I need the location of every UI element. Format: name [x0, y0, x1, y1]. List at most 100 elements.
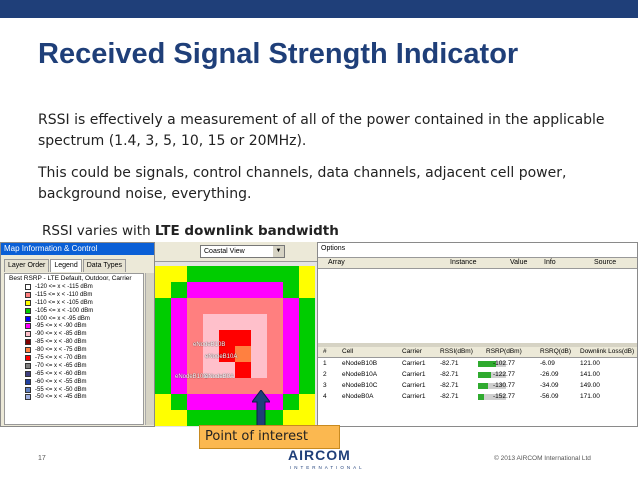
legend-label: -65 <= x < -60 dBm [35, 370, 87, 377]
legend-scrollbar[interactable] [145, 273, 154, 425]
coverage-map[interactable]: eNodeB10B eNodeB10A eNodeB10C eNodeB0A [155, 262, 317, 427]
column-value[interactable]: Value [510, 259, 528, 266]
cell-carrier: Carrier1 [402, 382, 426, 389]
column-rsrq[interactable]: RSRQ(dB) [540, 348, 572, 355]
legend-swatch [25, 323, 31, 330]
view-select[interactable]: Coastal View ▼ [200, 245, 285, 258]
coverage-cell [171, 282, 187, 298]
column-array[interactable]: Array [328, 259, 345, 266]
column-downlink-loss[interactable]: Downlink Loss(dB) [580, 348, 635, 355]
coverage-cell [203, 330, 219, 346]
cell-table-header: # Cell Carrier RSSI(dBm) RSRP(dBm) RSRQ(… [318, 347, 637, 358]
coverage-cell [219, 346, 235, 362]
cell-cell: eNodeB10C [342, 382, 378, 389]
cell-rssi: -82.71 [440, 371, 459, 378]
cell-num: 4 [323, 393, 327, 400]
coverage-cell [299, 314, 315, 330]
coverage-cell [155, 298, 171, 314]
site-label[interactable]: eNodeB10B [193, 342, 226, 348]
coverage-cell [203, 362, 219, 378]
coverage-cell [187, 298, 203, 314]
column-cell[interactable]: Cell [342, 348, 354, 355]
legend-label: -115 <= x < -110 dBm [35, 291, 93, 298]
paragraph-rssi-definition: RSSI is effectively a measurement of all… [38, 112, 605, 149]
legend-item: -60 <= x < -55 dBm [5, 378, 143, 386]
coverage-cell [299, 266, 315, 282]
coverage-cell [187, 346, 203, 362]
aircom-logo: AIRCOM [288, 447, 351, 463]
table-row[interactable]: 3 eNodeB10C Carrier1 -82.71 -34.09 149.00 -130… [318, 381, 637, 391]
table-row[interactable]: 1 eNodeB10B Carrier1 -82.71 -6.09 121.00 -102.… [318, 359, 637, 369]
legend-item: -105 <= x < -100 dBm [5, 307, 143, 315]
panel-divider[interactable] [318, 343, 637, 347]
cell-rssi: -82.71 [440, 393, 459, 400]
legend-swatch [25, 299, 31, 306]
legend-swatch [25, 339, 31, 346]
site-label[interactable]: eNodeB10C [175, 374, 208, 380]
legend-item: -55 <= x < -50 dBm [5, 386, 143, 394]
cell-carrier: Carrier1 [402, 360, 426, 367]
coverage-cell [203, 266, 219, 282]
cell-rsrp: -122.77 [493, 371, 516, 378]
column-rsrp[interactable]: RSRP(dBm) [486, 348, 522, 355]
legend-label: -110 <= x < -105 dBm [35, 299, 93, 306]
copyright: © 2013 AIRCOM International Ltd [494, 455, 591, 462]
coverage-cell [283, 266, 299, 282]
site-label[interactable]: eNodeB10A [205, 354, 238, 360]
legend-item: -90 <= x < -85 dBm [5, 330, 143, 338]
rsrp-bar-fill [478, 372, 491, 378]
paragraph-bandwidth: RSSI varies with LTE downlink bandwidth [42, 223, 339, 239]
coverage-cell [155, 330, 171, 346]
legend-swatch [25, 394, 31, 401]
coverage-cell [203, 394, 219, 410]
column-info[interactable]: Info [544, 259, 556, 266]
aircom-logo-subtitle: INTERNATIONAL [290, 465, 365, 470]
legend-label: -80 <= x < -75 dBm [35, 347, 87, 354]
column-instance[interactable]: Instance [450, 259, 477, 266]
tab-layer-order[interactable]: Layer Order [4, 259, 50, 272]
coverage-cell [283, 330, 299, 346]
coverage-cell [171, 362, 187, 378]
column-source[interactable]: Source [594, 259, 617, 266]
legend-label: -100 <= x < -95 dBm [35, 315, 90, 322]
chevron-down-icon[interactable]: ▼ [273, 246, 284, 257]
coverage-cell [155, 394, 171, 410]
coverage-cell [251, 282, 267, 298]
coverage-cell [171, 394, 187, 410]
rsrp-bar [478, 383, 506, 389]
point-of-interest-callout: Point of interest [199, 425, 340, 449]
coverage-cell [267, 410, 283, 426]
cell-cell: eNodeB0A [342, 393, 374, 400]
slide-title: Received Signal Strength Indicator [38, 38, 519, 70]
coverage-cell [203, 314, 219, 330]
legend-swatch [25, 331, 31, 338]
table-row[interactable]: 4 eNodeB0A Carrier1 -82.71 -56.09 171.00 -152.… [318, 392, 637, 402]
tab-legend[interactable]: Legend [50, 259, 82, 272]
coverage-cell [219, 378, 235, 394]
coverage-cell [235, 314, 251, 330]
tab-data-types[interactable]: Data Types [82, 259, 126, 272]
coverage-cell [299, 346, 315, 362]
coverage-cell [235, 378, 251, 394]
table-row[interactable]: 2 eNodeB10A Carrier1 -82.71 -26.09 141.00 -122… [318, 370, 637, 380]
coverage-cell [219, 314, 235, 330]
site-label[interactable]: eNodeB0A [205, 374, 235, 380]
coverage-cell [283, 314, 299, 330]
column-carrier[interactable]: Carrier [402, 348, 422, 355]
legend-swatch [25, 283, 31, 290]
cell-rsrp: -152.77 [493, 393, 516, 400]
map-toolbar: Coastal View ▼ [155, 242, 317, 262]
coverage-cell [203, 346, 219, 362]
rsrp-bar-fill [478, 383, 488, 389]
column-num[interactable]: # [323, 348, 327, 355]
coverage-cell [299, 394, 315, 410]
coverage-cell [251, 330, 267, 346]
coverage-cell [171, 378, 187, 394]
cell-rssi: -82.71 [440, 360, 459, 367]
legend-label: -95 <= x < -90 dBm [35, 323, 87, 330]
column-rssi[interactable]: RSSI(dBm) [440, 348, 473, 355]
coverage-cell [251, 362, 267, 378]
coverage-cell [155, 266, 171, 282]
legend-swatch [25, 315, 31, 322]
coverage-cell [187, 314, 203, 330]
